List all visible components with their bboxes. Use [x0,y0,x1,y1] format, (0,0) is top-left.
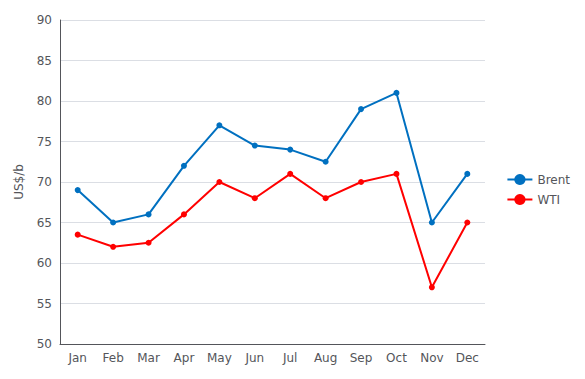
svg-text:WTI: WTI [537,193,560,207]
svg-text:60: 60 [37,256,52,270]
svg-text:Dec: Dec [456,351,479,365]
svg-text:Brent: Brent [537,173,570,187]
svg-text:May: May [207,351,232,365]
svg-text:70: 70 [37,175,52,189]
svg-text:Jul: Jul [282,351,297,365]
svg-text:90: 90 [37,13,52,27]
svg-text:Mar: Mar [137,351,160,365]
svg-text:65: 65 [37,216,52,230]
svg-text:80: 80 [37,94,52,108]
svg-text:Jun: Jun [244,351,264,365]
svg-text:Sep: Sep [350,351,373,365]
svg-text:Oct: Oct [386,351,407,365]
svg-text:Nov: Nov [420,351,443,365]
svg-text:85: 85 [37,54,52,68]
svg-text:Feb: Feb [103,351,124,365]
svg-text:50: 50 [37,337,52,351]
svg-text:Apr: Apr [174,351,195,365]
svg-text:75: 75 [37,135,52,149]
svg-text:US$/b: US$/b [12,164,26,200]
svg-text:Aug: Aug [314,351,337,365]
svg-text:55: 55 [37,297,52,311]
svg-text:Jan: Jan [67,351,87,365]
